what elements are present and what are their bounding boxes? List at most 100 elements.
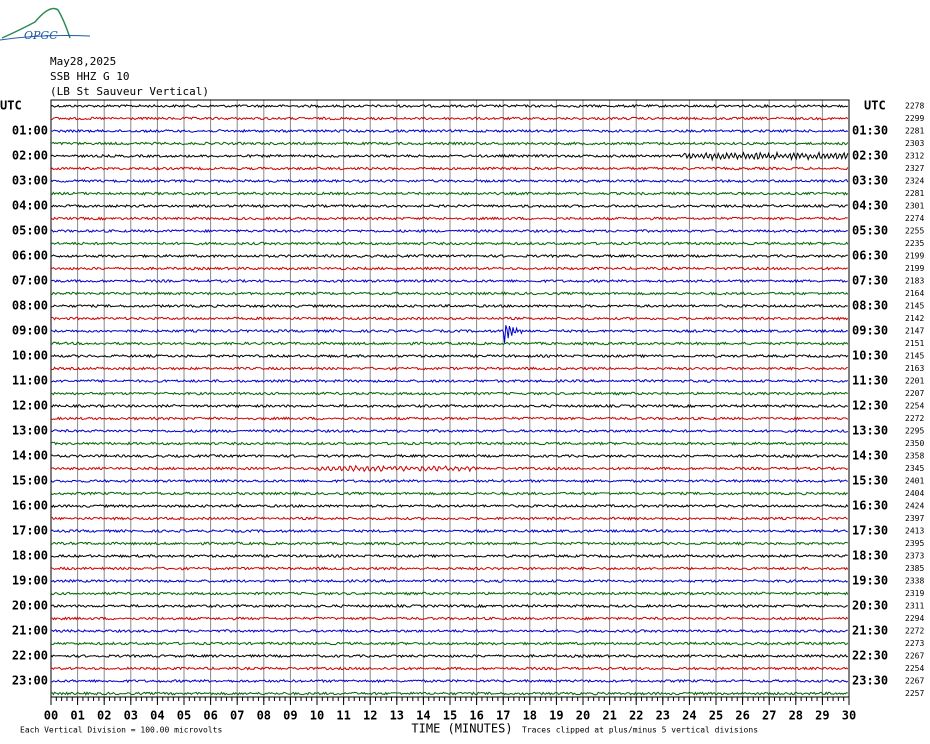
- trace: [50, 116, 849, 121]
- right-time-label: 14:30: [852, 449, 888, 463]
- x-tick-label: 18: [523, 709, 537, 723]
- trace-value: 2199: [905, 252, 924, 261]
- trace-value: 2397: [905, 514, 924, 523]
- trace-value: 2207: [905, 389, 924, 398]
- trace: [50, 616, 849, 621]
- trace: [50, 691, 848, 696]
- left-time-label: 07:00: [12, 274, 48, 288]
- x-tick-label: 11: [336, 709, 350, 723]
- trace: [50, 553, 848, 559]
- x-tick-label: 02: [97, 709, 111, 723]
- x-tick-label: 03: [124, 709, 138, 723]
- trace: [50, 241, 849, 246]
- left-time-label: 17:00: [12, 524, 48, 538]
- trace-value: 2267: [905, 677, 924, 686]
- x-tick-label: 15: [443, 709, 457, 723]
- date: May28,2025: [50, 55, 116, 68]
- left-time-label: 12:00: [12, 399, 48, 413]
- trace: [50, 178, 849, 184]
- trace: [50, 366, 848, 371]
- right-time-label: 23:30: [852, 674, 888, 688]
- trace-value: 2299: [905, 114, 924, 123]
- trace: [50, 216, 848, 221]
- trace: [50, 228, 848, 234]
- trace: [50, 678, 849, 684]
- left-time-label: 15:00: [12, 474, 48, 488]
- right-time-label: 08:30: [852, 299, 888, 313]
- x-tick-label: 13: [390, 709, 404, 723]
- trace: [50, 478, 848, 484]
- trace-value: 2350: [905, 439, 924, 448]
- trace-value: 2358: [905, 452, 924, 461]
- x-tick-label: 14: [416, 709, 430, 723]
- left-time-label: 18:00: [12, 549, 48, 563]
- trace-value: 2255: [905, 227, 924, 236]
- right-time-label: 20:30: [852, 599, 888, 613]
- x-tick-label: 29: [815, 709, 829, 723]
- trace: [50, 416, 849, 421]
- x-tick-label: 26: [735, 709, 749, 723]
- trace-value: 2294: [905, 614, 924, 623]
- right-time-label: 15:30: [852, 474, 888, 488]
- trace-value: 2301: [905, 202, 924, 211]
- x-axis-label: TIME (MINUTES): [411, 722, 512, 736]
- trace-value: 2201: [905, 377, 924, 386]
- logo: OPGC: [0, 7, 91, 42]
- trace-value: 2319: [905, 589, 924, 598]
- trace-value: 2273: [905, 639, 924, 648]
- trace: [50, 128, 849, 134]
- trace: [50, 566, 849, 571]
- trace: [50, 103, 849, 109]
- trace-value: 2142: [905, 314, 924, 323]
- right-time-label: 05:30: [852, 224, 888, 238]
- trace-value: 2183: [905, 277, 924, 286]
- trace-value: 2295: [905, 427, 924, 436]
- trace: [51, 278, 848, 284]
- trace-value: 2235: [905, 239, 924, 248]
- trace: [50, 191, 849, 196]
- trace-value: 2311: [905, 602, 924, 611]
- left-time-label: 05:00: [12, 224, 48, 238]
- left-time-label: 13:00: [12, 424, 48, 438]
- trace: [50, 150, 849, 162]
- left-time-label: 01:00: [12, 124, 48, 138]
- trace: [50, 378, 849, 384]
- right-time-label: 04:30: [852, 199, 888, 213]
- right-time-label: 19:30: [852, 574, 888, 588]
- trace: [50, 628, 848, 634]
- trace: [50, 303, 848, 309]
- x-tick-label: 07: [230, 709, 244, 723]
- footer-right: Traces clipped at plus/minus 5 vertical …: [522, 726, 758, 735]
- x-tick-label: 25: [709, 709, 723, 723]
- right-time-label: 22:30: [852, 649, 888, 663]
- right-time-label: 01:30: [852, 124, 888, 138]
- trace: [50, 503, 849, 509]
- x-tick-label: 04: [150, 709, 164, 723]
- trace: [50, 666, 849, 671]
- trace-value: 2257: [905, 689, 924, 698]
- left-time-label: 08:00: [12, 299, 48, 313]
- trace-value: 2272: [905, 627, 924, 636]
- x-tick-label: 27: [762, 709, 776, 723]
- right-time-label: 07:30: [852, 274, 888, 288]
- trace: [50, 253, 848, 259]
- trace-value: 2274: [905, 214, 924, 223]
- left-time-label: 21:00: [12, 624, 48, 638]
- trace-value: 2424: [905, 502, 924, 511]
- trace-value: 2303: [905, 139, 924, 148]
- trace-value: 2345: [905, 464, 924, 473]
- trace-value: 2145: [905, 352, 924, 361]
- trace: [50, 353, 849, 359]
- trace: [50, 203, 848, 209]
- right-time-label: 18:30: [852, 549, 888, 563]
- trace-value: 2147: [905, 327, 924, 336]
- right-time-label: 17:30: [852, 524, 888, 538]
- footer-left: Each Vertical Division = 100.00 microvol…: [20, 726, 222, 735]
- trace: [50, 528, 848, 534]
- x-tick-label: 01: [70, 709, 84, 723]
- left-time-label: 19:00: [12, 574, 48, 588]
- trace: [50, 316, 849, 321]
- right-time-label: 16:30: [852, 499, 888, 513]
